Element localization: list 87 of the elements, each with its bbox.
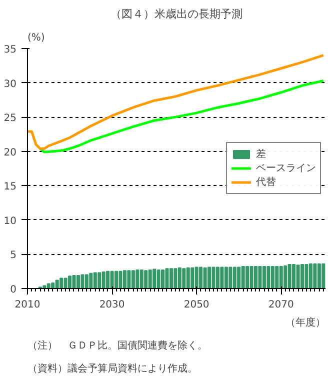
y-tick-label: 30 xyxy=(4,78,17,90)
bar xyxy=(89,272,93,288)
bar xyxy=(288,264,292,288)
bar xyxy=(199,266,203,288)
bar xyxy=(68,276,72,288)
y-tick-label: 20 xyxy=(4,147,17,158)
line-series xyxy=(28,54,325,150)
bar xyxy=(60,278,64,288)
x-tick-label: 2010 xyxy=(14,300,40,310)
text: （注） ＧＤＰ比。国債関連費を除く。 xyxy=(28,340,208,352)
y-tick-label: 25 xyxy=(4,113,17,124)
bar xyxy=(51,282,55,288)
bar xyxy=(296,264,300,288)
bar xyxy=(110,270,114,288)
bar xyxy=(46,283,50,288)
bar xyxy=(152,268,156,288)
chart-title: （図４）米歳出の長期予測 xyxy=(110,8,242,20)
y-tick-label: 10 xyxy=(4,216,17,227)
bar xyxy=(160,269,165,288)
bar xyxy=(72,274,76,288)
bar xyxy=(165,268,169,288)
bar xyxy=(203,267,207,288)
x-axis-title: （年度） xyxy=(286,316,326,328)
bar xyxy=(127,270,131,288)
bar xyxy=(262,266,266,288)
bar xyxy=(156,269,160,288)
bar xyxy=(207,266,212,288)
bar xyxy=(224,266,228,288)
y-tick-label: 15 xyxy=(4,182,17,193)
bar xyxy=(317,263,321,288)
bar xyxy=(246,266,250,288)
text: （資料）議会予算局資料により作成。 xyxy=(28,362,198,374)
bar xyxy=(76,274,80,288)
bar xyxy=(220,266,224,288)
bar xyxy=(212,266,216,288)
bar xyxy=(114,270,118,288)
x-tick-label: 2070 xyxy=(268,300,294,310)
bar xyxy=(300,264,304,288)
legend-label: 差 xyxy=(256,148,267,161)
bar xyxy=(84,274,88,288)
bar xyxy=(228,266,232,288)
bar xyxy=(279,266,283,288)
bar xyxy=(254,266,258,288)
x-tick-label: 2050 xyxy=(184,300,210,310)
y-tick-label: 0 xyxy=(10,284,17,296)
bar xyxy=(275,266,279,288)
bar xyxy=(118,270,122,288)
bar xyxy=(322,263,326,288)
bar xyxy=(144,270,148,288)
bar xyxy=(194,266,198,288)
y-tick-label: 5 xyxy=(10,250,17,262)
bar xyxy=(292,264,296,288)
x-tick-label: 2030 xyxy=(99,300,125,310)
bar xyxy=(308,263,312,288)
legend-label: 代替 xyxy=(256,176,276,189)
bar xyxy=(174,268,178,288)
bar xyxy=(131,270,135,288)
bar xyxy=(98,272,102,288)
bar xyxy=(241,266,245,288)
bar xyxy=(80,274,84,288)
bar xyxy=(304,264,308,288)
bar xyxy=(266,266,270,288)
y-axis-title: (%) xyxy=(28,32,45,44)
bar xyxy=(64,278,68,288)
legend-label: ベースライン xyxy=(256,162,316,175)
bar xyxy=(122,270,126,288)
bar xyxy=(232,266,236,288)
bar xyxy=(250,266,254,288)
y-tick-label: 35 xyxy=(4,44,17,56)
bar xyxy=(55,280,59,288)
bar xyxy=(140,269,144,288)
bar xyxy=(216,266,220,288)
bar xyxy=(148,269,152,288)
bar xyxy=(313,263,317,288)
bar xyxy=(190,267,194,288)
bar xyxy=(136,269,140,288)
bar xyxy=(284,265,288,288)
bar xyxy=(178,267,182,288)
bar xyxy=(93,272,97,288)
bar xyxy=(102,272,106,288)
bar xyxy=(258,266,262,288)
bar xyxy=(169,268,173,288)
bar xyxy=(270,266,274,288)
bar xyxy=(106,270,110,288)
bar xyxy=(182,268,186,288)
bar xyxy=(237,266,241,288)
bar xyxy=(186,267,190,288)
